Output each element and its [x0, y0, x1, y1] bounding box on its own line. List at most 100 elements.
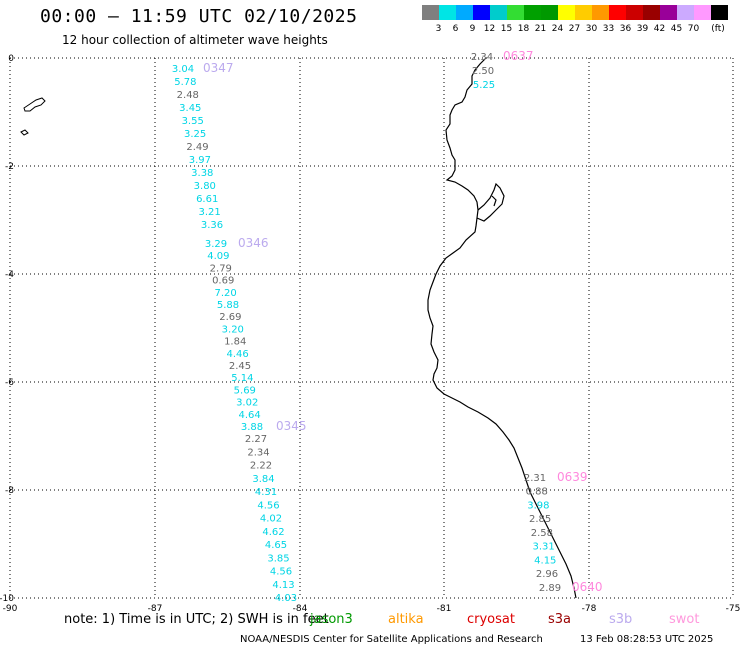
pass-time-label: 0640	[572, 580, 603, 594]
scale-swatch	[677, 5, 694, 20]
scale-swatch	[422, 5, 439, 20]
wave-height-value: 2.50	[472, 66, 494, 77]
wave-height-value: 5.69	[234, 385, 256, 396]
wave-height-value: 2.31	[524, 473, 546, 484]
wave-height-value: 2.45	[229, 361, 251, 372]
x-tick-label: -81	[437, 604, 452, 614]
pass-time-label: 0346	[238, 236, 269, 250]
wave-height-value: 3.36	[201, 220, 223, 231]
scale-swatch	[711, 5, 728, 20]
scale-label: 24	[551, 24, 564, 34]
wave-height-value: 3.38	[191, 168, 213, 179]
satellite-legend-item: cryosat	[467, 612, 515, 627]
scale-label: 27	[568, 24, 581, 34]
footer-credit: NOAA/NESDIS Center for Satellite Applica…	[240, 634, 543, 645]
scale-swatch	[626, 5, 643, 20]
wave-height-value: 4.15	[534, 555, 556, 566]
wave-height-value: 0.88	[526, 487, 548, 498]
scale-unit: (ft)	[711, 24, 725, 34]
satellite-legend-item: s3b	[609, 612, 633, 627]
wave-height-value: 3.88	[241, 422, 263, 433]
wave-height-value: 2.58	[531, 528, 553, 539]
x-tick-label: -78	[582, 604, 597, 614]
map-title: 00:00 – 11:59 UTC 02/10/2025	[40, 6, 358, 27]
wave-height-value: 3.84	[252, 474, 274, 485]
scale-swatch	[694, 5, 711, 20]
satellite-legend-item: jason3	[310, 612, 353, 627]
scale-swatch	[558, 5, 575, 20]
wave-height-value: 2.89	[539, 583, 561, 594]
scale-swatch	[473, 5, 490, 20]
wave-height-value: 4.31	[255, 487, 277, 498]
wave-height-value: 4.65	[265, 540, 287, 551]
scale-swatch	[660, 5, 677, 20]
wave-height-value: 4.09	[207, 251, 229, 262]
wave-height-value: 4.56	[270, 567, 292, 578]
wave-height-value: 3.04	[172, 64, 194, 75]
y-tick-label: 0	[8, 54, 14, 64]
wave-height-value: 3.02	[236, 398, 258, 409]
coastline-gulf-of-guayaquil	[476, 182, 505, 222]
scale-label: 21	[534, 24, 547, 34]
wave-height-value: 4.02	[260, 514, 282, 525]
y-tick-label: -4	[5, 270, 14, 280]
scale-swatch	[524, 5, 541, 20]
pass-time-label: 0347	[203, 61, 234, 75]
wave-height-value: 3.31	[532, 542, 554, 553]
scale-label: 45	[670, 24, 683, 34]
wave-height-value: 2.34	[471, 52, 493, 63]
x-tick-label: -87	[148, 604, 163, 614]
wave-height-value: 2.79	[210, 263, 232, 274]
footnote: note: 1) Time is in UTC; 2) SWH is in fe…	[64, 612, 329, 627]
coastline-mainland	[427, 57, 577, 599]
satellite-legend-item: s3a	[548, 612, 572, 627]
wave-height-value: 3.97	[189, 155, 211, 166]
wave-height-value: 5.88	[217, 300, 239, 311]
scale-label: 15	[500, 24, 513, 34]
wave-height-value: 7.20	[214, 288, 236, 299]
wave-height-value: 3.21	[198, 207, 220, 218]
pass-time-label: 0639	[557, 470, 588, 484]
wave-height-value: 5.14	[231, 373, 253, 384]
wave-height-value: 4.62	[262, 527, 284, 538]
pass-time-label: 0637	[503, 49, 534, 63]
scale-label: 39	[636, 24, 649, 34]
y-tick-label: -10	[0, 594, 14, 604]
scale-swatch	[490, 5, 507, 20]
footer-timestamp: 13 Feb 08:28:53 UTC 2025	[580, 634, 714, 645]
wave-height-value: 2.48	[177, 90, 199, 101]
altimeter-tracks: 3.04 5.78 2.48 3.45 3.55 3.25 2.49 3.97 3.38 3.80…	[172, 49, 603, 604]
wave-height-value: 2.69	[219, 312, 241, 323]
wave-height-value: 2.22	[250, 461, 272, 472]
wave-height-value: 4.56	[257, 500, 279, 511]
wave-height-value: 2.34	[247, 447, 269, 458]
wave-height-value: 2.96	[536, 569, 558, 580]
scale-swatch	[541, 5, 558, 20]
x-tick-label: -90	[3, 604, 18, 614]
wave-height-value: 3.20	[222, 324, 244, 335]
wave-height-value: 4.64	[238, 410, 260, 421]
scale-label: 9	[469, 24, 476, 34]
scale-swatch	[507, 5, 524, 20]
x-tick-label: -75	[726, 604, 740, 614]
wave-height-value: 1.84	[224, 337, 246, 348]
scale-label: 18	[517, 24, 530, 34]
map-grid: -90 -87 -84 -81 -78 -75 0 -2 -4 -6 -8 -10	[0, 54, 740, 614]
wave-height-value: 5.25	[473, 80, 495, 91]
scale-label: 30	[585, 24, 598, 34]
scale-swatch	[609, 5, 626, 20]
wave-height-value: 2.49	[186, 142, 208, 153]
scale-label: 3	[435, 24, 442, 34]
coastline	[20, 57, 577, 599]
galapagos-island-small	[20, 129, 29, 136]
wave-height-value: 2.27	[245, 434, 267, 445]
scale-label: 42	[653, 24, 666, 34]
scale-swatch	[456, 5, 473, 20]
satellite-legend-item: altika	[388, 612, 424, 627]
scale-swatch	[643, 5, 660, 20]
wave-height-value: 4.03	[275, 593, 297, 604]
wave-height-value: 2.85	[529, 514, 551, 525]
satellite-legend-item: swot	[669, 612, 700, 627]
wave-height-value: 3.29	[205, 239, 227, 250]
wave-height-value: 6.61	[196, 194, 218, 205]
